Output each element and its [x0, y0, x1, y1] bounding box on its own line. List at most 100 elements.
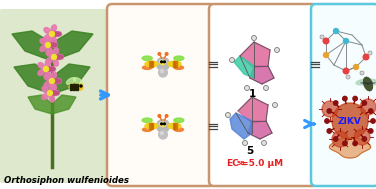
Ellipse shape: [51, 83, 56, 90]
FancyBboxPatch shape: [209, 4, 317, 186]
Circle shape: [158, 115, 161, 117]
Circle shape: [346, 75, 350, 79]
Ellipse shape: [356, 79, 370, 85]
Ellipse shape: [44, 35, 50, 40]
Circle shape: [252, 36, 256, 40]
Ellipse shape: [145, 123, 158, 129]
Circle shape: [229, 57, 235, 63]
Circle shape: [332, 103, 368, 139]
Bar: [152, 123, 153, 129]
Ellipse shape: [364, 77, 373, 91]
Circle shape: [261, 140, 267, 146]
Bar: [76, 84, 78, 90]
Ellipse shape: [56, 54, 64, 60]
Ellipse shape: [51, 25, 56, 32]
Bar: [151, 123, 152, 129]
Circle shape: [45, 43, 50, 47]
Polygon shape: [230, 113, 252, 139]
Text: 5: 5: [246, 146, 254, 156]
Circle shape: [52, 54, 56, 60]
Ellipse shape: [174, 128, 183, 131]
Ellipse shape: [174, 56, 184, 60]
Circle shape: [354, 129, 370, 145]
Circle shape: [156, 119, 170, 132]
Circle shape: [327, 109, 332, 113]
Circle shape: [164, 123, 165, 125]
Ellipse shape: [142, 56, 152, 60]
Polygon shape: [329, 138, 371, 158]
Circle shape: [159, 122, 164, 126]
Bar: [151, 61, 152, 67]
Circle shape: [353, 64, 358, 70]
Circle shape: [360, 99, 376, 115]
Bar: [174, 123, 175, 129]
Circle shape: [320, 35, 324, 39]
Ellipse shape: [47, 36, 53, 43]
Ellipse shape: [49, 95, 55, 102]
Ellipse shape: [51, 32, 61, 36]
Circle shape: [161, 61, 162, 63]
Circle shape: [243, 140, 247, 146]
Circle shape: [44, 67, 49, 71]
Circle shape: [327, 129, 332, 133]
Circle shape: [80, 85, 82, 87]
Circle shape: [323, 53, 329, 57]
Circle shape: [274, 47, 279, 53]
Ellipse shape: [53, 91, 59, 95]
Circle shape: [343, 96, 347, 101]
Polygon shape: [12, 31, 52, 61]
Circle shape: [332, 131, 348, 147]
Circle shape: [343, 141, 347, 146]
Bar: [73, 84, 75, 90]
Circle shape: [325, 119, 329, 123]
Circle shape: [343, 68, 349, 74]
Polygon shape: [250, 66, 274, 84]
Ellipse shape: [51, 72, 56, 79]
Ellipse shape: [143, 128, 152, 131]
Ellipse shape: [51, 36, 56, 43]
Ellipse shape: [69, 84, 79, 90]
Polygon shape: [234, 56, 254, 78]
Circle shape: [363, 54, 369, 60]
Polygon shape: [248, 121, 272, 139]
Ellipse shape: [55, 32, 62, 36]
Bar: [150, 123, 151, 129]
Circle shape: [165, 53, 168, 55]
Circle shape: [362, 137, 367, 141]
Circle shape: [156, 57, 170, 70]
Ellipse shape: [67, 78, 76, 84]
Ellipse shape: [45, 60, 50, 67]
Circle shape: [50, 32, 55, 36]
Ellipse shape: [44, 82, 50, 87]
Polygon shape: [28, 95, 52, 114]
Ellipse shape: [50, 43, 58, 47]
Text: 1: 1: [249, 89, 256, 99]
Ellipse shape: [42, 94, 49, 99]
Ellipse shape: [145, 61, 158, 67]
Ellipse shape: [47, 43, 57, 47]
Bar: [70, 84, 72, 90]
Ellipse shape: [42, 87, 49, 92]
Ellipse shape: [142, 118, 152, 122]
FancyBboxPatch shape: [311, 4, 376, 186]
Ellipse shape: [51, 79, 61, 83]
Ellipse shape: [38, 63, 44, 68]
Text: Orthosiphon wulfenioides: Orthosiphon wulfenioides: [4, 176, 129, 185]
Polygon shape: [52, 31, 93, 61]
Circle shape: [226, 112, 230, 118]
Polygon shape: [240, 42, 270, 68]
Circle shape: [50, 78, 55, 84]
Circle shape: [159, 60, 164, 64]
Circle shape: [161, 70, 163, 73]
Circle shape: [334, 29, 338, 33]
Text: EC: EC: [226, 160, 239, 169]
Ellipse shape: [47, 47, 53, 54]
Ellipse shape: [53, 55, 63, 59]
Circle shape: [273, 102, 277, 108]
Ellipse shape: [45, 67, 55, 71]
Circle shape: [159, 130, 167, 139]
Ellipse shape: [49, 84, 55, 91]
FancyBboxPatch shape: [107, 4, 215, 186]
Ellipse shape: [143, 66, 152, 69]
Circle shape: [322, 101, 338, 117]
